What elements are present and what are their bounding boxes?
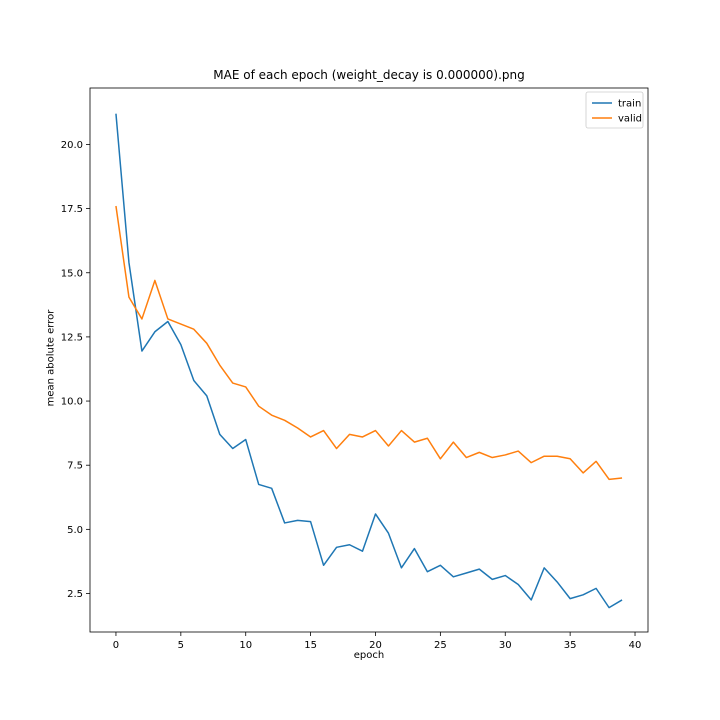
y-tick-label-17.5: 17.5 xyxy=(61,204,83,215)
y-tick-label-10: 10.0 xyxy=(61,397,83,408)
y-tick-label-12.5: 12.5 xyxy=(61,332,83,343)
x-tick-label-35: 35 xyxy=(564,640,577,651)
y-tick-label-20: 20.0 xyxy=(61,140,83,151)
series-line-train xyxy=(115,113,623,609)
y-tick-label-7.5: 7.5 xyxy=(67,461,83,472)
axes-frame xyxy=(89,87,649,633)
y-tick-label-2.5: 2.5 xyxy=(67,589,83,600)
x-tick-label-20: 20 xyxy=(369,640,382,651)
x-tick-label-25: 25 xyxy=(434,640,447,651)
series-line-valid xyxy=(115,205,623,481)
x-tick-label-5: 5 xyxy=(178,640,184,651)
x-tick-label-40: 40 xyxy=(629,640,642,651)
x-tick-label-30: 30 xyxy=(499,640,512,651)
y-tick-label-15: 15.0 xyxy=(61,268,83,279)
legend-label-train: train xyxy=(618,99,641,110)
x-tick-label-15: 15 xyxy=(304,640,317,651)
x-tick-label-10: 10 xyxy=(239,640,252,651)
legend-label-valid: valid xyxy=(618,114,642,125)
chart-title: MAE of each epoch (weight_decay is 0.000… xyxy=(213,68,525,82)
y-tick-label-5: 5.0 xyxy=(67,525,83,536)
legend-box xyxy=(585,91,644,129)
x-axis-label: epoch xyxy=(353,650,385,661)
x-tick-label-0: 0 xyxy=(113,640,119,651)
